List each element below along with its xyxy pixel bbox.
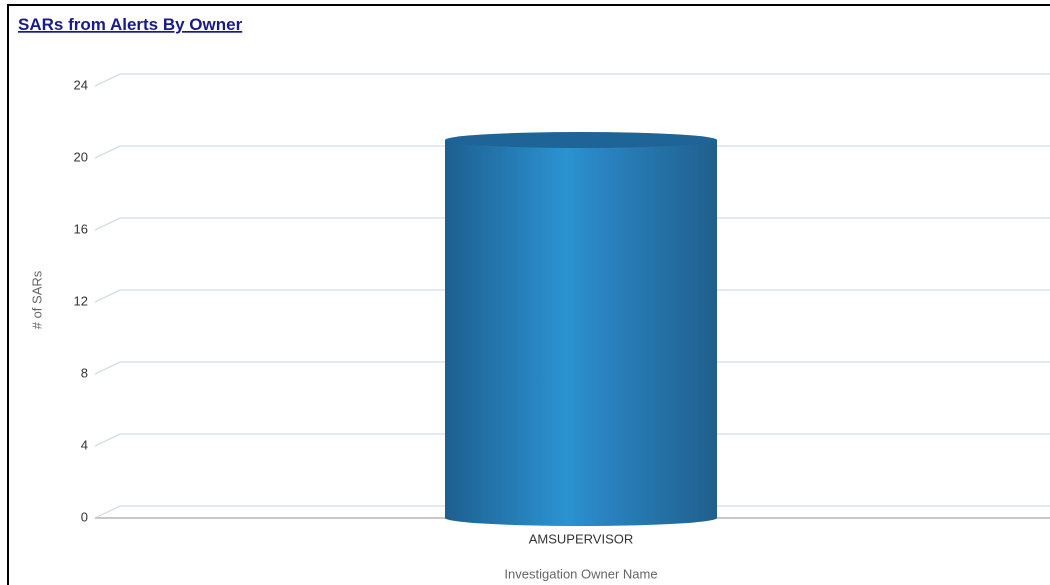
y-tick-label: 16 xyxy=(74,221,88,236)
tick-mark xyxy=(94,433,121,447)
tick-mark xyxy=(94,361,121,375)
frame xyxy=(7,4,1050,585)
y-tick-label: 24 xyxy=(74,77,88,92)
tick-mark xyxy=(94,289,121,303)
y-tick-label: 20 xyxy=(74,149,88,164)
tick-mark xyxy=(94,145,121,159)
y-tick-label: 8 xyxy=(81,365,88,380)
x-tick-label: AMSUPERVISOR xyxy=(529,531,634,546)
tick-mark xyxy=(94,217,121,231)
y-tick-label: 12 xyxy=(74,293,88,308)
y-tick-label: 0 xyxy=(81,509,88,524)
bar xyxy=(445,140,717,526)
x-axis-title: Investigation Owner Name xyxy=(504,566,657,581)
y-tick-label: 4 xyxy=(81,437,88,452)
chart-title[interactable]: SARs from Alerts By Owner xyxy=(18,15,243,34)
y-axis-title: # of SARs xyxy=(29,270,44,329)
tick-mark xyxy=(94,73,121,87)
bar-top xyxy=(445,132,717,148)
tick-mark xyxy=(94,505,121,519)
